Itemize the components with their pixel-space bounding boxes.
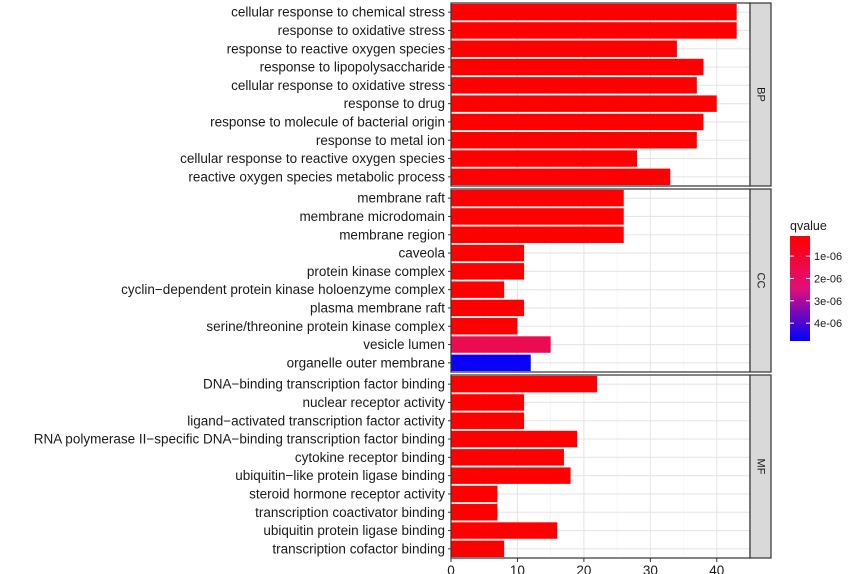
category-label: plasma membrane raft <box>310 300 445 315</box>
bar-bp-7 <box>451 132 697 149</box>
category-label: steroid hormone receptor activity <box>249 486 445 501</box>
category-label: membrane region <box>339 227 445 242</box>
category-label: response to lipopolysaccharide <box>260 60 445 75</box>
category-label: cyclin−dependent protein kinase holoenzy… <box>121 282 445 297</box>
legend-tick-label: 4e-06 <box>814 318 842 330</box>
x-tick-label: 10 <box>510 563 525 574</box>
category-label: response to oxidative stress <box>278 23 446 38</box>
category-label: cellular response to reactive oxygen spe… <box>180 151 445 166</box>
bar-mf-5 <box>451 467 571 484</box>
category-label: response to drug <box>344 96 445 111</box>
category-label: response to reactive oxygen species <box>227 41 446 56</box>
category-label: RNA polymerase II−specific DNA−binding t… <box>34 432 445 447</box>
facet-panel-bp: cellular response to chemical stress resp… <box>180 2 772 187</box>
category-label: transcription coactivator binding <box>255 505 445 520</box>
bar-cc-9 <box>451 354 531 372</box>
facet-strip-label: MF <box>755 459 767 475</box>
facet-strip-label: BP <box>755 87 767 102</box>
x-tick-label: 0 <box>447 563 455 574</box>
bar-cc-5 <box>451 281 505 298</box>
bar-bp-1 <box>451 22 737 39</box>
bar-mf-8 <box>451 522 558 539</box>
category-label: organelle outer membrane <box>287 355 445 370</box>
facet-panels: cellular response to chemical stress resp… <box>34 2 772 559</box>
category-label: vesicle lumen <box>363 337 445 352</box>
x-tick-label: 40 <box>709 563 724 574</box>
facet-panel-mf: DNA−binding transcription factor binding… <box>34 374 772 559</box>
bar-mf-9 <box>451 540 505 558</box>
category-label: membrane raft <box>357 191 445 206</box>
bar-bp-8 <box>451 150 638 167</box>
bar-bp-2 <box>451 40 677 57</box>
category-label: caveola <box>398 246 445 261</box>
legend: qvalue 1e-06 2e-06 3e-06 4e-06 <box>790 219 842 341</box>
bar-mf-4 <box>451 449 564 466</box>
category-label: protein kinase complex <box>307 264 445 279</box>
legend-title: qvalue <box>790 219 827 233</box>
bar-cc-6 <box>451 299 525 317</box>
legend-tick-label: 3e-06 <box>814 296 842 308</box>
category-label: nuclear receptor activity <box>302 395 445 410</box>
category-label: response to molecule of bacterial origin <box>210 114 445 129</box>
category-label: ligand−activated transcription factor ac… <box>187 413 445 428</box>
bar-mf-6 <box>451 485 498 503</box>
category-label: cellular response to oxidative stress <box>231 78 445 93</box>
bar-cc-8 <box>451 336 551 353</box>
x-axis: 0 10 20 30 40 <box>447 558 724 574</box>
bar-cc-1 <box>451 208 624 225</box>
bar-bp-5 <box>451 95 717 112</box>
category-label: reactive oxygen species metabolic proces… <box>188 169 445 184</box>
bar-mf-0 <box>451 375 598 393</box>
category-label: transcription cofactor binding <box>272 541 445 556</box>
bar-bp-6 <box>451 113 704 131</box>
legend-tick-label: 1e-06 <box>814 251 842 263</box>
facet-strip <box>749 374 772 559</box>
facet-strip <box>749 188 772 373</box>
category-label: serine/threonine protein kinase complex <box>206 319 445 334</box>
bar-mf-7 <box>451 504 498 521</box>
bar-cc-3 <box>451 244 525 262</box>
bar-bp-3 <box>451 58 704 76</box>
facet-strip <box>749 2 772 187</box>
bar-mf-1 <box>451 394 525 411</box>
facet-strip-label: CC <box>755 273 767 289</box>
facet-panel-cc: membrane raft membrane microdomain membran… <box>121 188 772 373</box>
category-label: cytokine receptor binding <box>295 450 445 465</box>
bar-cc-2 <box>451 226 624 243</box>
bar-mf-2 <box>451 412 525 429</box>
category-label: ubiquitin protein ligase binding <box>263 523 445 538</box>
category-label: membrane microdomain <box>299 209 445 224</box>
x-tick-label: 30 <box>643 563 658 574</box>
legend-tick-label: 2e-06 <box>814 273 842 285</box>
category-label: DNA−binding transcription factor binding <box>203 377 445 392</box>
legend-colorbar <box>790 236 810 341</box>
x-tick-label: 20 <box>576 563 591 574</box>
bar-bp-9 <box>451 168 671 186</box>
category-label: cellular response to chemical stress <box>231 5 445 20</box>
bar-bp-0 <box>451 3 737 21</box>
bar-bp-4 <box>451 77 697 94</box>
bar-cc-4 <box>451 263 525 280</box>
bar-cc-0 <box>451 189 624 207</box>
bar-mf-3 <box>451 430 578 448</box>
category-label: response to metal ion <box>316 133 445 148</box>
category-label: ubiquitin−like protein ligase binding <box>235 468 445 483</box>
bar-cc-7 <box>451 318 518 335</box>
